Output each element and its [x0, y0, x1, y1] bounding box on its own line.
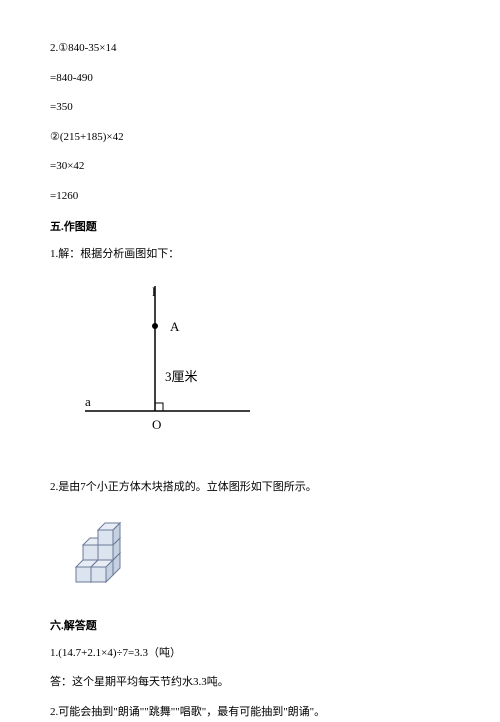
cubes-figure: [70, 512, 450, 597]
cube-top: [98, 523, 120, 545]
label-A: A: [170, 319, 180, 334]
section6-q1-line1: 1.(14.7+2.1×4)÷7=3.3（吨）: [50, 645, 450, 663]
section5-q1: 1.解：根据分析画图如下：: [50, 246, 450, 264]
calc-line-3: =350: [50, 99, 450, 117]
section6-heading: 六.解答题: [50, 617, 450, 633]
point-A-dot: [152, 323, 158, 329]
section6-q1-line2: 答：这个星期平均每天节约水3.3吨。: [50, 674, 450, 692]
calc-line-5: =30×42: [50, 158, 450, 176]
label-a: a: [85, 394, 91, 409]
right-angle-marker: [155, 403, 163, 411]
cube-front-bottom-2: [91, 560, 113, 582]
section5-q2: 2.是由7个小正方体木块搭成的。立体图形如下图所示。: [50, 479, 450, 497]
calc-line-1: 2.①840-35×14: [50, 40, 450, 58]
calc-line-4: ②(215+185)×42: [50, 129, 450, 147]
label-l: l: [152, 284, 156, 299]
section5-heading: 五.作图题: [50, 218, 450, 234]
geometry-figure: l A 3厘米 a O: [80, 281, 450, 461]
label-O: O: [152, 417, 161, 432]
calc-line-6: =1260: [50, 188, 450, 206]
label-3cm: 3厘米: [165, 369, 198, 384]
calc-line-2: =840-490: [50, 70, 450, 88]
